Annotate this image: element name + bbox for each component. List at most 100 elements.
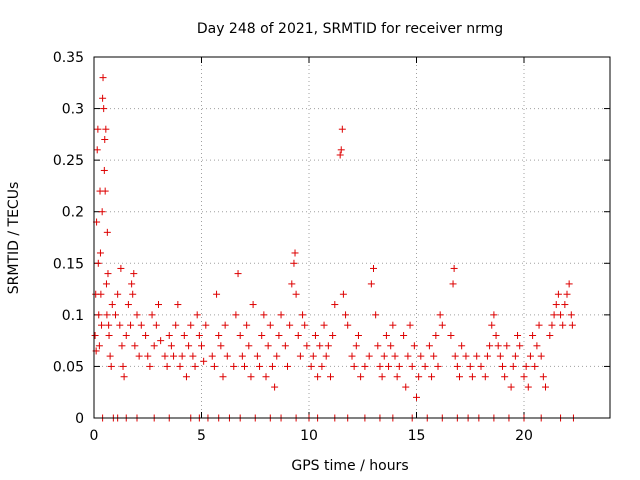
data-point — [352, 342, 360, 350]
data-point — [268, 362, 276, 370]
data-point — [318, 362, 326, 370]
data-point — [294, 331, 302, 339]
data-point — [93, 146, 101, 154]
data-point — [266, 321, 274, 329]
data-point — [187, 321, 195, 329]
data-point — [382, 331, 390, 339]
y-tick-label: 0 — [75, 411, 84, 427]
x-tick-label: 0 — [90, 428, 99, 444]
data-point — [124, 301, 132, 309]
data-points — [91, 74, 577, 422]
data-point — [245, 342, 253, 350]
data-point — [404, 352, 412, 360]
data-point — [262, 373, 270, 381]
data-point — [462, 352, 470, 360]
data-point — [258, 331, 266, 339]
x-tick-label: 20 — [515, 428, 533, 444]
data-point — [135, 352, 143, 360]
data-point — [148, 311, 156, 319]
data-point — [447, 331, 455, 339]
data-point — [284, 362, 291, 370]
data-point — [95, 311, 103, 319]
data-point — [286, 321, 294, 329]
data-point — [119, 362, 127, 370]
data-point — [537, 352, 545, 360]
data-point — [200, 357, 208, 365]
data-point — [210, 362, 218, 370]
data-point — [400, 331, 408, 339]
data-point — [372, 311, 380, 319]
data-point — [260, 311, 268, 319]
data-point — [451, 352, 459, 360]
data-point — [370, 264, 377, 272]
data-point — [329, 331, 337, 339]
data-point — [486, 342, 494, 350]
data-point — [296, 352, 304, 360]
data-point — [167, 342, 175, 350]
data-point — [567, 311, 575, 319]
data-point — [342, 311, 350, 319]
data-point — [458, 342, 466, 350]
data-point — [182, 373, 190, 381]
data-point — [105, 331, 113, 339]
data-point — [436, 311, 444, 319]
data-point — [256, 362, 264, 370]
data-point — [468, 373, 476, 381]
y-tick-label: 0.3 — [62, 102, 84, 118]
data-point — [389, 321, 397, 329]
data-point — [202, 321, 210, 329]
data-point — [490, 311, 498, 319]
data-point — [387, 342, 395, 350]
data-point — [247, 373, 255, 381]
data-point — [264, 342, 272, 350]
data-point — [94, 125, 102, 133]
data-point — [101, 187, 109, 195]
data-point — [311, 331, 319, 339]
data-point — [520, 373, 528, 381]
data-point — [163, 362, 171, 370]
data-point — [144, 352, 152, 360]
data-point — [303, 342, 311, 350]
data-point — [568, 321, 576, 329]
data-point — [292, 290, 300, 298]
data-point — [563, 290, 571, 298]
data-point — [550, 311, 558, 319]
data-point — [137, 321, 145, 329]
data-point — [395, 362, 403, 370]
chart-title: Day 248 of 2021, SRMTID for receiver nrm… — [197, 21, 503, 37]
data-point — [344, 321, 352, 329]
data-point — [108, 301, 116, 309]
y-tick-label: 0.35 — [53, 50, 84, 66]
data-point — [432, 331, 440, 339]
data-point — [413, 393, 420, 401]
plot-frame — [93, 56, 611, 419]
data-point — [415, 373, 423, 381]
data-point — [94, 259, 102, 267]
data-point — [374, 342, 382, 350]
data-point — [331, 301, 339, 309]
data-point — [365, 352, 373, 360]
data-point — [232, 311, 240, 319]
data-point — [496, 352, 504, 360]
data-point — [223, 352, 231, 360]
x-tick-label: 5 — [197, 428, 206, 444]
data-point — [96, 249, 104, 257]
data-point — [522, 362, 530, 370]
data-point — [97, 290, 105, 298]
data-point — [417, 352, 425, 360]
data-point — [524, 383, 532, 391]
y-axis-ticks: 0 0.05 0.1 0.15 0.2 0.25 0.3 0.35 — [53, 50, 610, 427]
data-point — [195, 331, 203, 339]
data-point — [481, 373, 489, 381]
x-tick-label: 10 — [300, 428, 318, 444]
data-point — [559, 321, 567, 329]
data-point — [180, 331, 188, 339]
data-point — [535, 321, 543, 329]
data-point — [130, 270, 138, 278]
data-point — [219, 373, 227, 381]
data-point — [290, 259, 298, 267]
data-point — [253, 352, 261, 360]
data-point — [103, 311, 111, 319]
data-point — [434, 362, 442, 370]
